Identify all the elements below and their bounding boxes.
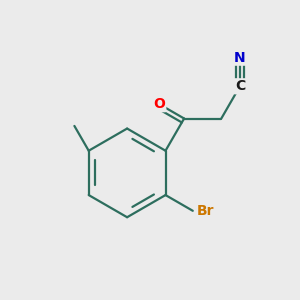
Text: Br: Br bbox=[197, 204, 214, 218]
Text: C: C bbox=[235, 79, 245, 93]
Text: N: N bbox=[234, 51, 246, 65]
Text: O: O bbox=[153, 97, 165, 111]
